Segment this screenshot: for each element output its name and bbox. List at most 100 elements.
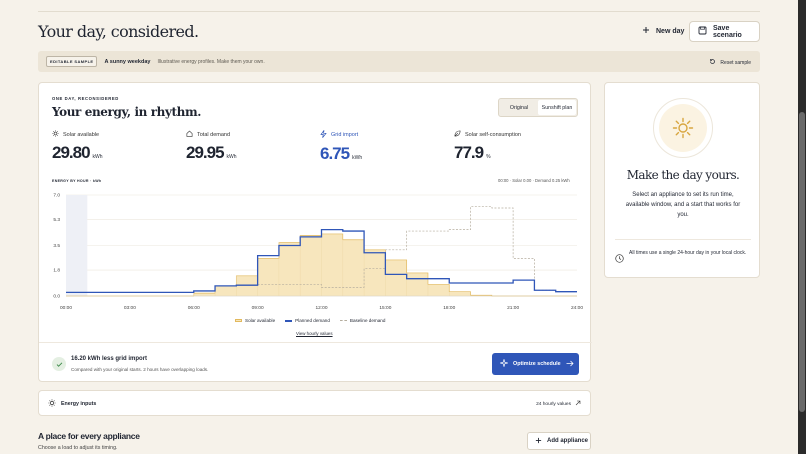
hover-column [66,195,88,296]
side-note: All times use a single 24-hour day in yo… [629,250,747,256]
add-appliance-label: Add appliance [547,438,589,444]
sample-name: A sunny weekday [104,58,151,65]
save-scenario-label: Save scenario [713,24,742,39]
y-tick-label: 0.0 [53,294,60,300]
card-divider [39,342,592,343]
legend-planned: Planned demand [285,318,330,323]
scrollbar[interactable] [798,0,806,454]
stat-self-consumption: Solar self-consumption 77.9 % [454,130,584,163]
x-tick-label: 24:00 [571,305,583,311]
tab-sunshift-plan[interactable]: Sunshift plan [538,100,576,115]
stat-label: Total demand [197,131,231,138]
y-tick-label: 1.8 [53,268,60,274]
appliance-help-card: Make the day yours. Select an appliance … [604,82,760,278]
side-title: Make the day yours. [626,168,740,182]
x-tick-label: 03:00 [124,305,136,311]
energy-inputs-label: Energy inputs [61,401,97,407]
view-hourly-link[interactable]: View hourly values [296,331,333,336]
x-tick-label: 06:00 [188,305,200,311]
page-title: Your day, considered. [38,22,199,41]
check-icon [52,357,66,371]
sun-icon [48,399,56,409]
legend-label: Baseline demand [349,318,386,323]
clock-icon [615,250,624,268]
energy-inputs-count: 24 hourly values [536,401,571,407]
leaf-icon [454,130,461,139]
stat-unit: % [486,154,491,160]
stat-value: 6.75 [320,144,350,163]
sparkle-icon [499,358,509,369]
card-eyebrow: ONE DAY, RECONSIDERED [52,96,119,101]
stat-solar-available: Solar available 29.80 kWh [52,130,182,163]
baseline-demand-line [66,206,577,293]
sample-note: Illustrative energy profiles. Make them … [157,58,265,65]
import-savings-sub: Compared with your original starts. 2 ho… [71,367,209,372]
stat-unit: kWh [92,154,103,160]
legend-swatch [339,320,347,321]
legend-baseline: Baseline demand [339,318,386,323]
y-tick-label: 3.5 [53,243,60,249]
sun-illustration [653,98,713,158]
x-tick-label: 09:00 [252,305,264,311]
side-divider [615,239,751,240]
legend-swatch [235,319,242,322]
reset-sample-button[interactable]: Reset sample [709,58,751,67]
home-icon [186,130,193,139]
stat-grid-import: Grid import 6.75 kWh [320,130,450,164]
energy-chart[interactable]: 7.0 5.3 3.5 1.8 0.000:00 03:00 06:00 09:00 12:00… [39,188,592,316]
planned-demand-line [66,228,577,294]
new-day-label: New day [656,27,685,35]
chart-legend: Solar available Planned demand Baseline … [235,318,385,323]
y-tick-label: 5.3 [53,217,60,223]
y-tick-label: 7.0 [53,193,60,199]
sun-icon [52,130,59,139]
add-appliance-button[interactable]: Add appliance [527,432,591,450]
optimize-label: Optimize schedule [513,361,561,367]
side-text: Select an appliance to set its run time,… [625,192,741,218]
stat-value: 29.80 [52,143,91,162]
lightning-icon [320,130,327,140]
x-tick-label: 00:00 [60,305,72,311]
stat-label: Solar available [63,131,100,138]
editable-sample-badge: EDITABLE SAMPLE [46,56,98,67]
legend-solar: Solar available [235,318,275,323]
sun-icon [672,117,694,139]
arrow-right-icon [566,360,574,369]
top-divider [38,11,760,12]
plan-toggle: Original Sunshift plan [498,98,578,117]
plus-icon [642,26,650,36]
chart-caption: ENERGY BY HOUR · kWh [52,179,102,183]
plus-icon [535,437,542,446]
scrollbar-thumb[interactable] [799,112,805,412]
legend-label: Planned demand [295,318,330,323]
stat-value: 77.9 [454,143,484,162]
energy-inputs-bar[interactable]: Energy inputs 24 hourly values [38,390,591,416]
legend-swatch [285,319,293,322]
stat-total-demand: Total demand 29.95 kWh [186,130,316,163]
x-tick-label: 18:00 [443,305,455,311]
reset-icon [709,58,716,67]
chart-readout: 00:00 · Solar 0.00 · Demand 0.25 kWh [498,178,570,183]
save-icon [698,26,707,37]
external-arrow-icon [575,400,581,408]
stat-unit: kWh [226,154,237,160]
x-tick-label: 21:00 [507,305,519,311]
appliances-title: A place for every appliance [38,431,140,441]
stat-unit: kWh [352,155,363,161]
tab-original[interactable]: Original [509,104,529,111]
stat-label: Solar self-consumption [465,131,521,138]
x-tick-label: 12:00 [315,305,327,311]
reset-sample-label: Reset sample [720,59,751,66]
new-day-button[interactable]: New day [642,26,684,36]
energy-card: ONE DAY, RECONSIDERED Your energy, in rh… [38,82,592,382]
save-scenario-button[interactable]: Save scenario [689,21,760,42]
optimize-schedule-button[interactable]: Optimize schedule [492,353,579,375]
stat-label: Grid import [331,132,359,138]
stat-value: 29.95 [186,143,225,162]
import-savings-title: 16.20 kWh less grid import [71,356,148,362]
x-tick-label: 15:00 [379,305,391,311]
card-title: Your energy, in rhythm. [52,105,202,119]
legend-label: Solar available [245,318,276,323]
sample-bar: EDITABLE SAMPLE A sunny weekday Illustra… [38,51,760,72]
appliances-sub: Choose a load to adjust its timing. [38,445,118,451]
